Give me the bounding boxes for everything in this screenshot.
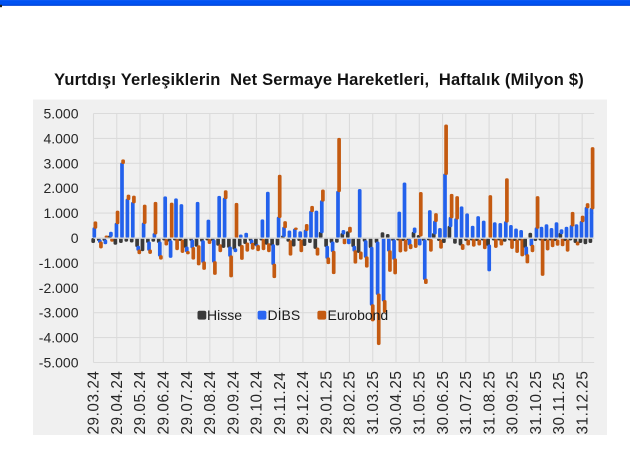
svg-text:Hisse: Hisse xyxy=(207,307,242,323)
svg-text:29.01.25: 29.01.25 xyxy=(318,371,335,435)
svg-text:29.07.24: 29.07.24 xyxy=(179,371,196,435)
svg-text:31.03.25: 31.03.25 xyxy=(365,371,382,435)
svg-text:-5.000: -5.000 xyxy=(39,355,79,371)
svg-text:1.000: 1.000 xyxy=(43,205,78,221)
svg-text:30.06.25: 30.06.25 xyxy=(435,371,452,435)
svg-text:29.05.24: 29.05.24 xyxy=(132,371,149,435)
svg-text:29.11.24: 29.11.24 xyxy=(272,372,289,435)
svg-text:28.02.25: 28.02.25 xyxy=(342,371,359,435)
svg-text:31.12.25: 31.12.25 xyxy=(574,371,591,435)
svg-text:-3.000: -3.000 xyxy=(39,305,79,321)
svg-text:31.07.25: 31.07.25 xyxy=(458,371,475,435)
svg-text:Yurtdışı Yerleşiklerin Net Se: Yurtdışı Yerleşiklerin Net Sermaye Harek… xyxy=(54,71,584,89)
svg-text:31.05.25: 31.05.25 xyxy=(411,371,428,435)
svg-text:29.10.24: 29.10.24 xyxy=(249,371,266,435)
svg-text:29.04.24: 29.04.24 xyxy=(109,371,126,435)
svg-text:29.03.24: 29.03.24 xyxy=(86,371,103,435)
svg-text:29.12.24: 29.12.24 xyxy=(295,371,312,435)
svg-text:0: 0 xyxy=(71,230,79,246)
svg-text:29.06.24: 29.06.24 xyxy=(156,371,173,435)
svg-text:-4.000: -4.000 xyxy=(39,330,79,346)
svg-text:29.08.24: 29.08.24 xyxy=(202,371,219,435)
svg-text:4.000: 4.000 xyxy=(43,130,78,146)
svg-text:30.09.25: 30.09.25 xyxy=(505,371,522,435)
svg-text:31.08.25: 31.08.25 xyxy=(481,371,498,435)
svg-text:3.000: 3.000 xyxy=(43,155,78,171)
svg-text:5.000: 5.000 xyxy=(43,106,78,122)
svg-text:29.09.24: 29.09.24 xyxy=(225,371,242,435)
svg-text:-2.000: -2.000 xyxy=(39,280,79,296)
svg-text:DİBS: DİBS xyxy=(268,306,301,323)
svg-text:30.04.25: 30.04.25 xyxy=(388,371,405,435)
svg-text:-1.000: -1.000 xyxy=(39,255,79,271)
svg-text:30.11.25: 30.11.25 xyxy=(551,372,568,435)
svg-text:31.10.25: 31.10.25 xyxy=(528,371,545,435)
svg-text:Eurobond: Eurobond xyxy=(328,307,389,323)
svg-text:2.000: 2.000 xyxy=(43,180,78,196)
